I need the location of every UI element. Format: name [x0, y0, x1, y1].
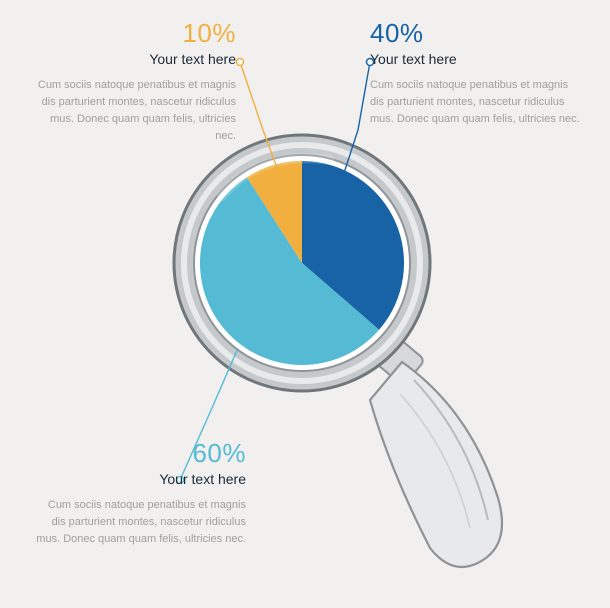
pct-label: 40% [370, 18, 580, 49]
magnifier-handle [365, 328, 502, 567]
pct-label: 60% [36, 438, 246, 469]
callout-top-right: 40% Your text here Cum sociis natoque pe… [370, 18, 580, 128]
subtitle: Your text here [370, 51, 580, 67]
pct-label: 10% [36, 18, 236, 49]
subtitle: Your text here [36, 471, 246, 487]
callout-bottom: 60% Your text here Cum sociis natoque pe… [36, 438, 246, 548]
leader-dot [237, 59, 244, 66]
body-text: Cum sociis natoque penatibus et magnis d… [36, 77, 236, 145]
subtitle: Your text here [36, 51, 236, 67]
callout-top-left: 10% Your text here Cum sociis natoque pe… [36, 18, 236, 145]
body-text: Cum sociis natoque penatibus et magnis d… [36, 497, 246, 548]
body-text: Cum sociis natoque penatibus et magnis d… [370, 77, 580, 128]
